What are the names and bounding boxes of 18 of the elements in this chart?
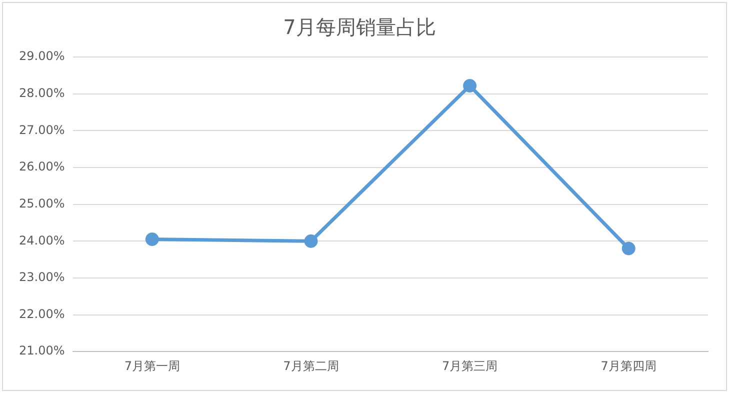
y-tick-label: 29.00% — [18, 49, 65, 64]
x-tick-label: 7月第二周 — [283, 358, 339, 373]
y-tick-label: 22.00% — [18, 306, 65, 321]
y-tick-label: 21.00% — [18, 344, 65, 358]
x-tick-label: 7月第一周 — [124, 358, 180, 373]
y-tick-label: 26.00% — [18, 160, 65, 174]
point — [463, 78, 477, 92]
point — [304, 234, 318, 248]
x-tick-label: 7月第三周 — [442, 358, 498, 373]
x-tick-label: 7月第四周 — [600, 358, 656, 373]
y-tick-label: 23.00% — [18, 270, 65, 284]
y-tick-label: 24.00% — [18, 233, 65, 248]
chart-title: 7月每周销量占比 — [283, 15, 436, 40]
y-tick-label: 25.00% — [18, 196, 65, 210]
y-tick-label: 28.00% — [18, 86, 65, 100]
y-tick-label: 27.00% — [18, 122, 65, 137]
point — [145, 232, 159, 246]
point — [622, 242, 636, 256]
